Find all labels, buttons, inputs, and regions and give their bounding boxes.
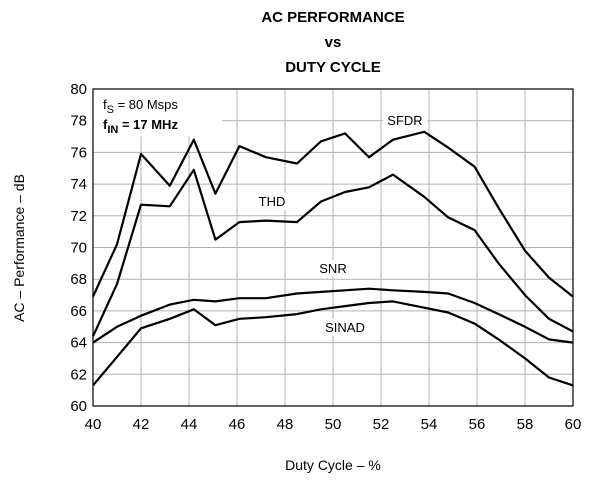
y-tick-label: 70: [70, 240, 87, 257]
x-tick-label: 56: [469, 416, 486, 433]
annotation-text: = 80 Msps: [114, 97, 178, 112]
x-tick-label: 46: [229, 416, 246, 433]
annotation-text: f: [103, 97, 107, 112]
label-bg: [254, 193, 290, 210]
y-tick-label: 74: [70, 176, 87, 193]
x-tick-label: 48: [277, 416, 294, 433]
data-line: [92, 130, 574, 298]
x-tick-label: 50: [325, 416, 342, 433]
series-label: SINAD: [325, 320, 365, 335]
x-tick-label: 54: [421, 416, 438, 433]
annotation: fS = 80 Msps: [103, 97, 178, 116]
y-tick-label: 68: [70, 271, 87, 288]
x-tick-label: 40: [85, 416, 102, 433]
y-tick-label: 64: [70, 335, 87, 352]
chart-title: AC PERFORMANCE: [261, 9, 404, 26]
annotation-subscript: S: [107, 104, 114, 116]
y-tick-label: 62: [70, 366, 87, 383]
series-label: SNR: [319, 261, 346, 276]
label-bg: [383, 112, 427, 129]
label-bg: [315, 260, 351, 277]
series-label: THD: [259, 194, 286, 209]
series-label: SFDR: [387, 113, 422, 128]
annotation-text: = 17 MHz: [118, 117, 178, 132]
data-line: [92, 287, 574, 344]
annotation-text: f: [103, 117, 108, 132]
x-tick-label: 52: [373, 416, 390, 433]
y-tick-label: 66: [70, 303, 87, 320]
x-tick-label: 58: [517, 416, 534, 433]
y-tick-label: 72: [70, 208, 87, 225]
y-tick-label: 78: [70, 113, 87, 130]
x-tick-label: 60: [565, 416, 582, 433]
annotation-subscript: IN: [107, 124, 118, 136]
annotation-box: [94, 90, 222, 136]
x-tick-label: 44: [181, 416, 198, 433]
x-tick-label: 42: [133, 416, 150, 433]
data-line: [92, 168, 574, 337]
y-tick-label: 60: [70, 398, 87, 415]
y-axis-label: AC – Performance – dB: [11, 174, 27, 322]
chart-title: vs: [325, 34, 342, 51]
y-tick-label: 80: [70, 81, 87, 98]
y-tick-label: 76: [70, 144, 87, 161]
x-axis-label: Duty Cycle – %: [285, 457, 381, 473]
label-bg: [319, 319, 371, 336]
data-line: [92, 300, 574, 387]
annotation: fIN = 17 MHz: [103, 117, 178, 136]
chart-title: DUTY CYCLE: [285, 59, 381, 76]
plot-frame: [92, 88, 574, 407]
